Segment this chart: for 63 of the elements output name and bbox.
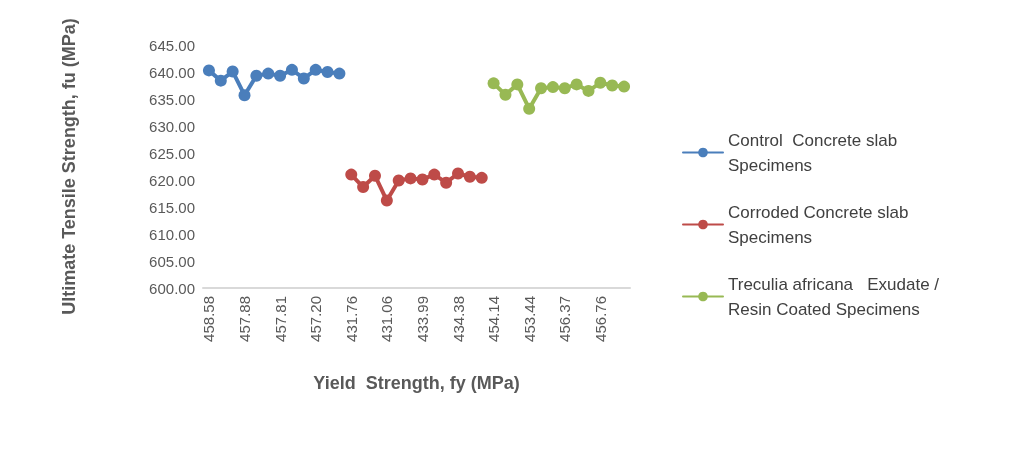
point — [558, 82, 571, 95]
point — [463, 170, 476, 183]
point — [606, 79, 619, 92]
point — [392, 174, 405, 187]
legend-label: Treculia africana Exudate / Resin Coated Specimens — [728, 274, 944, 319]
y-tick-label: 605.00 — [149, 252, 195, 270]
point — [250, 69, 263, 82]
point — [202, 64, 215, 77]
y-tick-label: 600.00 — [149, 279, 195, 297]
y-tick-label: 620.00 — [149, 171, 195, 189]
point — [487, 77, 500, 90]
point — [380, 194, 393, 207]
point — [369, 169, 381, 182]
point — [404, 172, 417, 185]
y-tick-label: 610.00 — [149, 225, 195, 243]
point — [523, 102, 536, 115]
y-tick-label: 615.00 — [149, 198, 195, 216]
point — [452, 167, 465, 180]
point — [618, 80, 631, 93]
x-tick-label: 458.58 — [200, 296, 218, 342]
point — [321, 66, 334, 78]
x-axis-title: Yield Strength, fy (MPa) — [313, 373, 520, 393]
point — [309, 63, 322, 76]
point — [416, 173, 429, 186]
point — [570, 78, 583, 91]
y-tick-label: 645.00 — [149, 36, 195, 54]
point — [214, 74, 227, 87]
x-tick-label: 457.88 — [236, 296, 254, 342]
point — [546, 81, 559, 94]
point — [535, 82, 548, 95]
point — [274, 69, 287, 82]
y-axis-title: Ultimate Tensile Strength, fu (MPa) — [59, 18, 79, 315]
y-tick-label: 630.00 — [149, 117, 195, 135]
y-tick-label: 625.00 — [149, 144, 195, 162]
point — [357, 181, 370, 194]
x-tick-label: 457.20 — [307, 296, 325, 342]
point — [297, 72, 310, 85]
legend-label: Corroded Concrete slab Specimens — [728, 202, 914, 247]
point — [333, 67, 346, 80]
point — [428, 168, 441, 181]
point — [582, 84, 595, 97]
point — [511, 78, 524, 91]
x-tick-label: 431.76 — [342, 296, 360, 342]
point — [285, 63, 298, 76]
x-tick-label: 457.81 — [271, 296, 289, 342]
point — [475, 171, 488, 184]
x-tick-label: 431.06 — [378, 296, 396, 342]
point — [594, 76, 607, 89]
y-tick-label: 640.00 — [149, 63, 195, 81]
x-tick-label: 453.44 — [520, 296, 538, 342]
point — [345, 168, 358, 181]
x-tick-label: 434.38 — [449, 296, 467, 342]
point — [499, 88, 512, 101]
legend-label: Control Concrete slab Specimens — [728, 130, 902, 175]
x-tick-label: 456.37 — [556, 296, 574, 342]
point — [226, 65, 239, 78]
point — [238, 89, 251, 102]
y-tick-label: 635.00 — [149, 90, 195, 108]
x-tick-label: 456.76 — [591, 296, 609, 342]
x-tick-label: 454.14 — [485, 296, 503, 342]
x-tick-label: 433.99 — [413, 296, 431, 342]
point — [262, 67, 275, 80]
point — [440, 176, 453, 189]
